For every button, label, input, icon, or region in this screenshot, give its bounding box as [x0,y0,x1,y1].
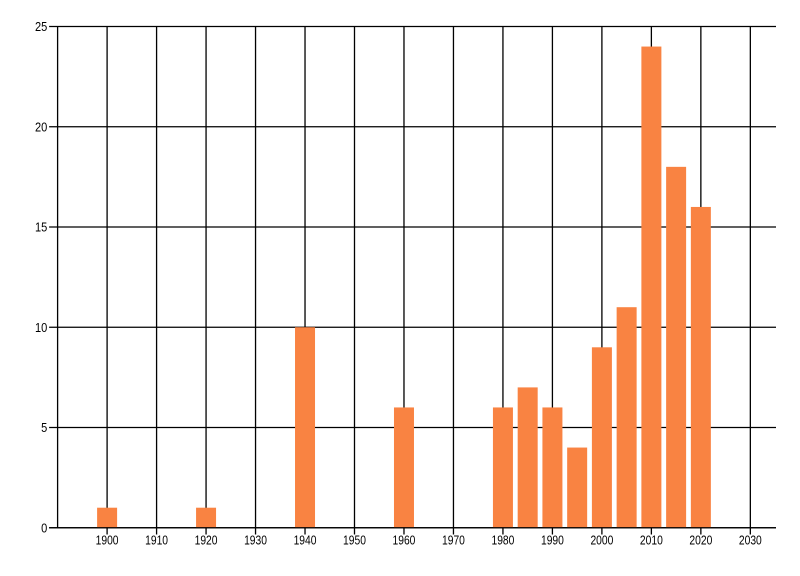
svg-text:1930: 1930 [244,534,267,548]
svg-text:1970: 1970 [442,534,465,548]
svg-text:20: 20 [35,120,47,134]
svg-text:2010: 2010 [640,534,663,548]
svg-text:2000: 2000 [590,534,613,548]
svg-text:25: 25 [35,20,47,34]
svg-text:1940: 1940 [294,534,317,548]
svg-text:2020: 2020 [689,534,712,548]
svg-text:1950: 1950 [343,534,366,548]
svg-text:0: 0 [41,521,47,535]
svg-text:1990: 1990 [541,534,564,548]
svg-text:15: 15 [35,221,47,235]
svg-text:1960: 1960 [393,534,416,548]
svg-text:1980: 1980 [491,534,514,548]
svg-text:1900: 1900 [96,534,119,548]
svg-text:2030: 2030 [739,534,762,548]
svg-text:1910: 1910 [145,534,168,548]
svg-text:5: 5 [41,421,47,435]
svg-text:1920: 1920 [195,534,218,548]
svg-text:10: 10 [35,321,47,335]
